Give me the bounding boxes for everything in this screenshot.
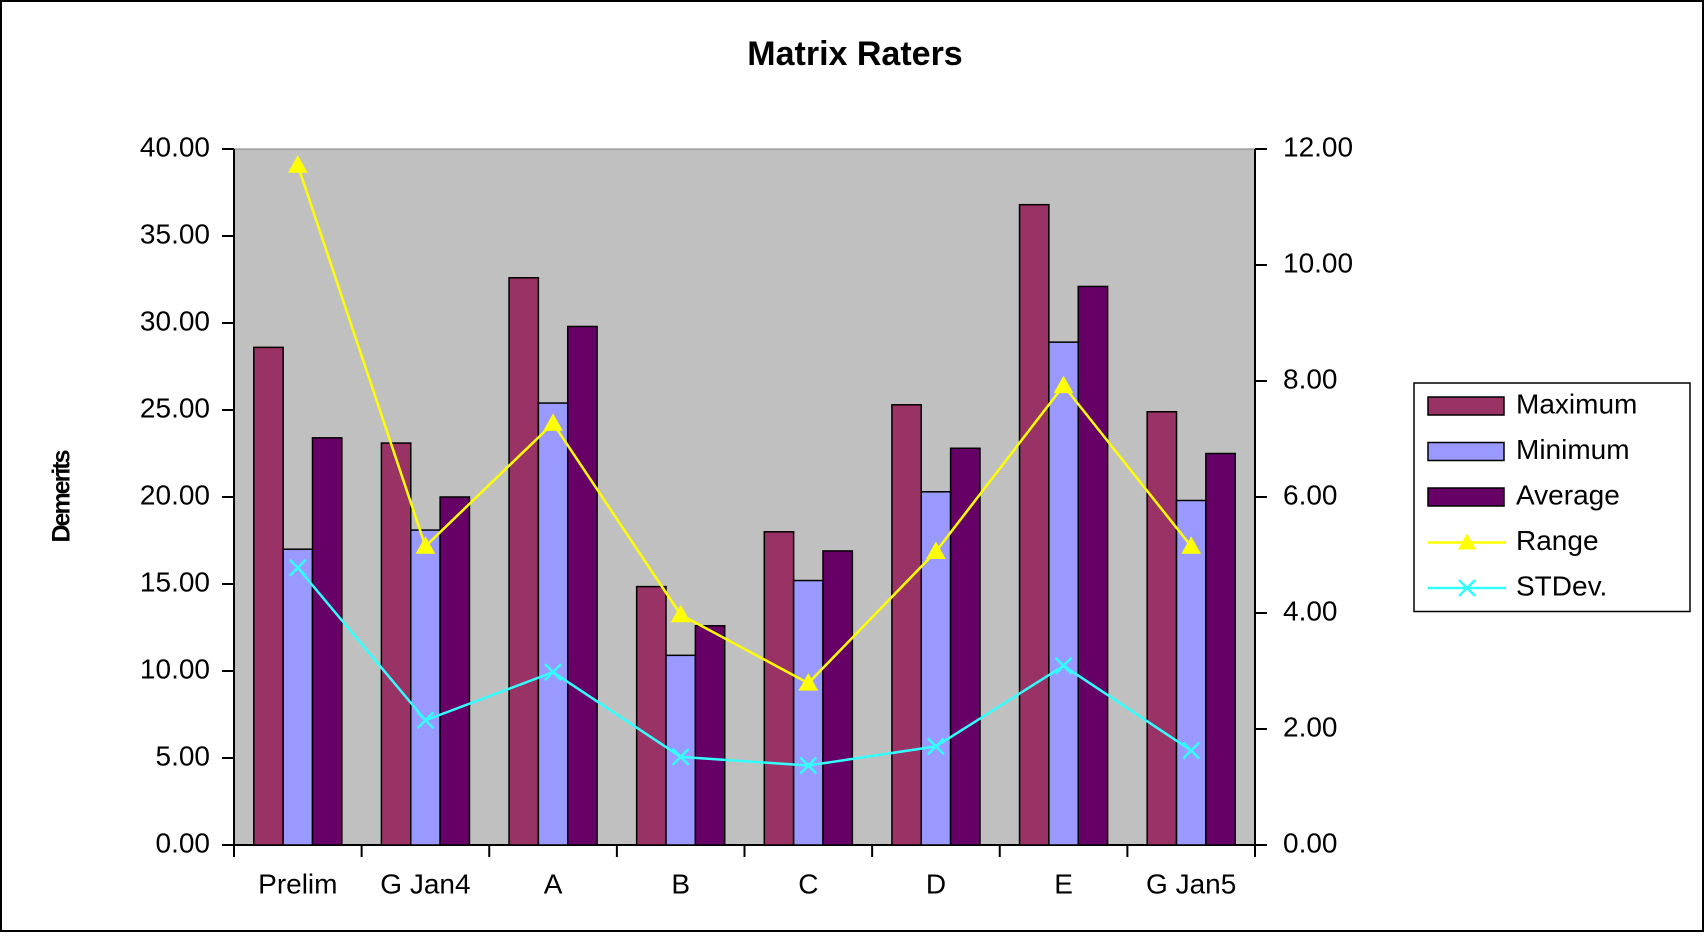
legend-label: Minimum [1516, 434, 1630, 465]
marker [927, 737, 945, 756]
y2-tick-label: 4.00 [1283, 595, 1338, 626]
legend-swatch [1427, 441, 1505, 462]
legend-label: Range [1516, 525, 1599, 556]
marker [799, 756, 818, 775]
legend-label: Average [1516, 479, 1620, 510]
bar [410, 529, 441, 846]
legend-label: STDev. [1516, 570, 1607, 601]
legend-swatch [1427, 487, 1505, 507]
y-axis-label: Demerits [48, 450, 76, 542]
y2-tick-label: 2.00 [1283, 711, 1338, 742]
marker [670, 604, 691, 623]
x-tick-label: D [926, 868, 946, 899]
bar [694, 625, 726, 846]
y-tick-label: 0.00 [156, 827, 211, 858]
y2-tick-label: 0.00 [1283, 827, 1338, 858]
marker [543, 413, 563, 431]
bar [537, 402, 569, 846]
legend-marker [1458, 579, 1476, 597]
x-tick-label: C [798, 868, 818, 899]
line [296, 164, 1193, 685]
bar [282, 548, 314, 846]
bar [949, 447, 981, 846]
bar [891, 404, 923, 846]
x-tick-label: Prelim [258, 868, 337, 899]
y2-tick-label: 12.00 [1283, 131, 1353, 162]
marker [544, 663, 562, 682]
x-tick-label: G Jan4 [380, 868, 470, 899]
legend-swatch [1427, 396, 1505, 416]
marker [798, 673, 819, 691]
marker [288, 558, 307, 577]
bar [311, 437, 343, 846]
line [296, 566, 1192, 767]
bar [635, 585, 667, 846]
bar [763, 531, 795, 846]
marker [1053, 375, 1074, 394]
bar [380, 442, 412, 846]
marker [1054, 656, 1073, 675]
bar [253, 346, 284, 846]
bar [1205, 452, 1236, 846]
x-tick-label: B [671, 868, 690, 899]
x-tick-label: A [544, 868, 563, 899]
y2-tick-label: 6.00 [1283, 479, 1338, 510]
y-tick-label: 20.00 [140, 479, 210, 510]
bar [1146, 410, 1178, 846]
bar [1048, 341, 1079, 846]
marker [416, 711, 435, 730]
bar [1018, 203, 1050, 846]
marker [1181, 536, 1202, 554]
y2-tick-label: 10.00 [1283, 247, 1353, 278]
y-tick-label: 10.00 [140, 653, 210, 684]
y-tick-label: 35.00 [140, 218, 210, 249]
y-tick-label: 15.00 [140, 566, 210, 597]
marker [415, 536, 436, 554]
y-tick-label: 40.00 [140, 131, 210, 162]
bar [439, 496, 471, 846]
y-tick-label: 5.00 [156, 740, 211, 771]
y-tick-label: 25.00 [140, 392, 210, 423]
chart-title: Matrix Raters [747, 35, 962, 73]
x-tick-label: G Jan5 [1146, 868, 1236, 899]
marker [1182, 741, 1201, 760]
marker [926, 541, 946, 560]
bar [566, 325, 598, 846]
bar [822, 550, 854, 846]
bar [1077, 285, 1109, 846]
marker [671, 747, 690, 766]
marker [287, 155, 308, 173]
y-tick-label: 30.00 [140, 305, 210, 336]
bar [508, 277, 540, 846]
y2-tick-label: 8.00 [1283, 363, 1338, 394]
bar [1175, 499, 1207, 846]
bar [792, 579, 824, 846]
x-tick-label: E [1054, 868, 1073, 899]
legend-label: Maximum [1516, 388, 1637, 419]
legend-marker [1458, 533, 1476, 550]
